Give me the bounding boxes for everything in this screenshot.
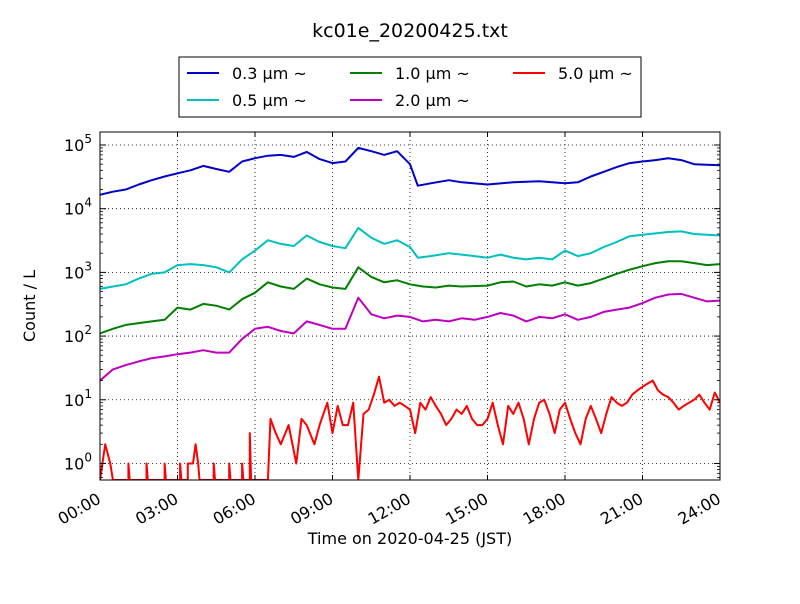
y-tick-base: 10 [64, 454, 84, 473]
series-line-1 [100, 226, 720, 290]
x-tick-label: 24:00 [675, 489, 724, 529]
y-tick-label: 101 [64, 387, 92, 410]
x-tick-label: 12:00 [365, 489, 414, 529]
plot-area [99, 131, 721, 481]
y-tick-exponent: 3 [84, 259, 92, 273]
legend-label-4: 5.0 μm ~ [558, 64, 633, 83]
y-tick-exponent: 0 [84, 450, 92, 464]
ticks [99, 132, 721, 480]
legend-label-1: 0.5 μm ~ [232, 91, 307, 110]
x-tick-label: 18:00 [520, 489, 569, 529]
x-tick-label: 00:00 [55, 489, 104, 529]
y-tick-exponent: 1 [84, 387, 92, 401]
y-tick-exponent: 4 [84, 196, 92, 210]
series-line-4 [100, 375, 720, 480]
x-tick-label: 09:00 [287, 489, 336, 529]
series-line-0 [100, 146, 720, 196]
y-tick-label: 105 [64, 132, 92, 155]
y-tick-exponent: 2 [84, 323, 92, 337]
y-tick-base: 10 [64, 263, 84, 282]
grid [100, 132, 720, 480]
y-tick-label: 104 [64, 196, 92, 219]
legend-label-3: 2.0 μm ~ [395, 91, 470, 110]
y-tick-label: 102 [64, 323, 92, 346]
legend-box [178, 56, 642, 118]
x-tick-label: 15:00 [442, 489, 491, 529]
y-tick-base: 10 [64, 327, 84, 346]
y-axis-label: Count / L [20, 270, 39, 342]
y-tick-base: 10 [64, 391, 84, 410]
x-tick-label: 03:00 [132, 489, 181, 529]
y-tick-label: 100 [64, 450, 92, 473]
y-tick-base: 10 [64, 200, 84, 219]
series-line-2 [100, 260, 720, 335]
plot-background [100, 132, 720, 480]
x-tick-labels: 00:00 03:00 06:00 09:00 12:00 15:00 18:00 21:00… [55, 489, 724, 529]
y-tick-exponent: 5 [84, 132, 92, 146]
x-tick-label: 21:00 [597, 489, 646, 529]
x-axis-label: Time on 2020-04-25 (JST) [307, 529, 512, 548]
series-line-3 [100, 292, 720, 382]
y-tick-label: 103 [64, 259, 92, 282]
series-layer [100, 146, 720, 480]
chart-title: kc01e_20200425.txt [312, 20, 508, 42]
x-tick-label: 06:00 [210, 489, 259, 529]
legend-label-2: 1.0 μm ~ [395, 64, 470, 83]
y-tick-base: 10 [64, 136, 84, 155]
legend-label-0: 0.3 μm ~ [232, 64, 307, 83]
legend: 0.3 μm ~ 0.5 μm ~ 1.0 μm ~ 2.0 μm ~ 5.0 μm ~ [178, 56, 642, 118]
